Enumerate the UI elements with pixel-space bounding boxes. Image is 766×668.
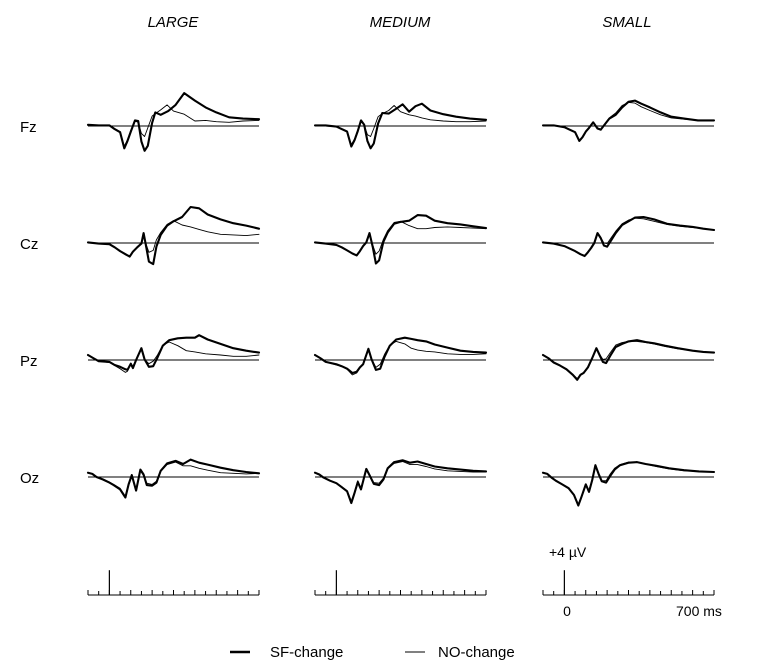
waveform-sf-change: [313, 214, 488, 265]
waveform-sf-change: [541, 215, 716, 258]
legend: SF-change NO-change: [230, 644, 515, 661]
time-axis-small: [542, 570, 715, 596]
waveform-sf-change: [86, 334, 261, 371]
panel-small-pz: [541, 339, 716, 381]
waveform-sf-change: [541, 461, 716, 507]
panel-medium-oz: [313, 459, 488, 505]
waveform-no-change: [314, 220, 487, 256]
panel-small-fz: [541, 99, 716, 142]
row-label-pz: Pz: [20, 353, 38, 370]
panel-large-cz: [86, 205, 261, 266]
column-title-large: LARGE: [148, 14, 200, 31]
legend-label-sf-change: SF-change: [270, 644, 343, 661]
waveform-no-change: [542, 217, 715, 256]
waveform-panels: [86, 92, 716, 507]
waveform-no-change: [314, 105, 487, 146]
panel-small-cz: [541, 215, 716, 258]
panel-medium-cz: [313, 214, 488, 265]
row-label-fz: Fz: [20, 119, 37, 136]
panel-large-fz: [86, 92, 261, 152]
waveform-no-change: [314, 461, 487, 502]
panel-medium-pz: [313, 336, 488, 376]
waveform-sf-change: [541, 99, 716, 142]
waveform-sf-change: [313, 336, 488, 375]
time-label-start: 0: [563, 603, 571, 619]
waveform-sf-change: [86, 92, 261, 152]
scale-bar-label: +4 µV: [549, 544, 587, 560]
waveform-sf-change: [86, 205, 261, 266]
waveform-no-change: [87, 341, 260, 373]
row-label-cz: Cz: [20, 236, 38, 253]
waveform-sf-change: [313, 102, 488, 150]
panel-small-oz: [541, 461, 716, 507]
waveform-no-change: [87, 220, 260, 257]
row-label-oz: Oz: [20, 470, 39, 487]
time-axes: [87, 570, 715, 596]
time-axis-large: [87, 570, 260, 596]
waveform-sf-change: [541, 339, 716, 381]
panel-large-oz: [86, 458, 261, 499]
column-title-small: SMALL: [602, 14, 651, 31]
waveform-no-change: [542, 461, 715, 505]
panel-medium-fz: [313, 102, 488, 150]
time-label-end: 700 ms: [676, 603, 722, 619]
column-title-medium: MEDIUM: [370, 14, 431, 31]
legend-label-no-change: NO-change: [438, 644, 515, 661]
waveform-no-change: [87, 461, 260, 497]
waveform-sf-change: [313, 459, 488, 505]
panel-large-pz: [86, 334, 261, 373]
waveform-no-change: [314, 340, 487, 376]
waveform-sf-change: [86, 458, 261, 499]
waveform-no-change: [542, 101, 715, 141]
time-axis-medium: [314, 570, 487, 596]
